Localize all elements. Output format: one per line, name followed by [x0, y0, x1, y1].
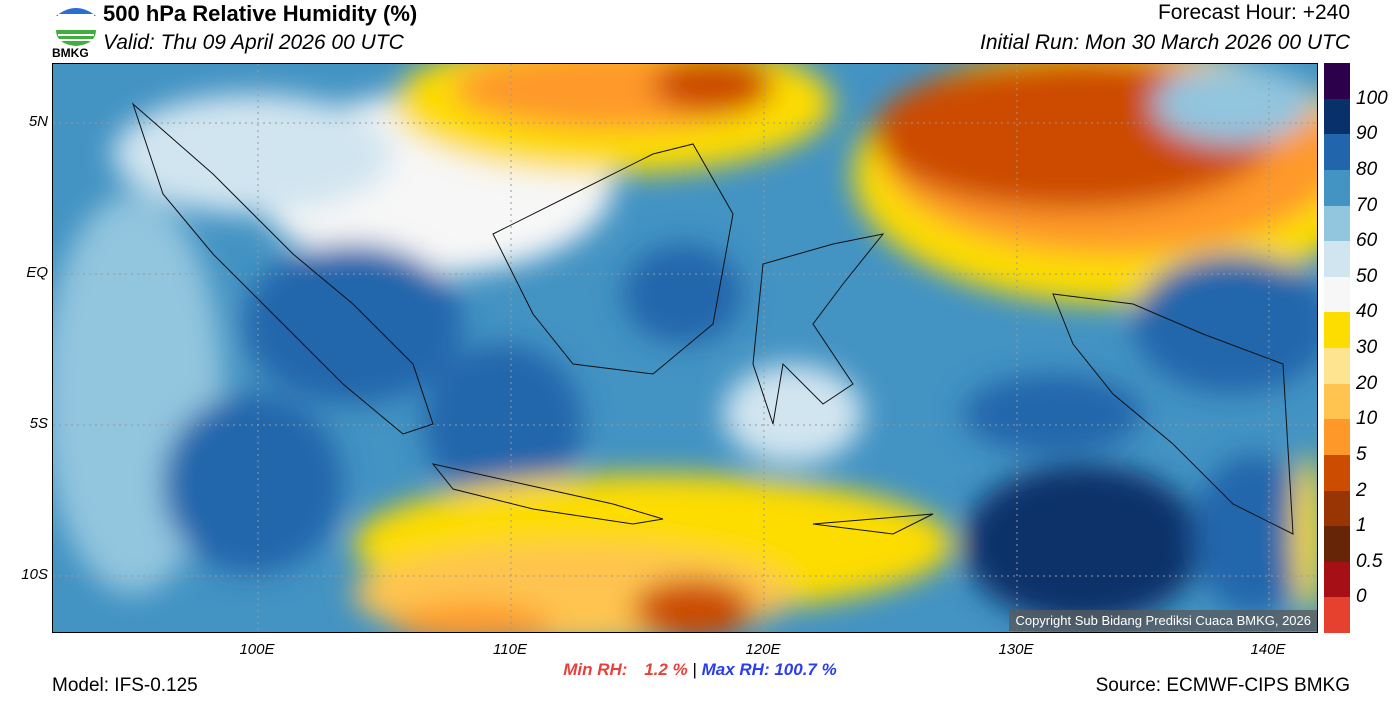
model-label: Model: IFS-0.125	[52, 675, 198, 696]
min-max-rh: Min RH: 1.2 % | Max RH: 100.7 %	[0, 660, 1400, 680]
colorbar-segment	[1324, 312, 1350, 348]
colorbar-segment	[1324, 526, 1350, 562]
colorbar-segment	[1324, 454, 1350, 491]
min-rh-label: Min RH:	[563, 660, 628, 679]
map-title: 500 hPa Relative Humidity (%)	[103, 1, 418, 26]
copyright: Copyright Sub Bidang Prediksi Cuaca BMKG…	[1009, 610, 1317, 631]
colorbar-segment	[1324, 490, 1350, 527]
max-rh-label: Max RH:	[701, 660, 770, 679]
colorbar-segment	[1324, 241, 1350, 277]
valid-time: Valid: Thu 09 April 2026 00 UTC	[103, 31, 404, 54]
max-rh-value: 100.7 %	[774, 660, 837, 679]
colorbar-label: 100	[1356, 87, 1388, 109]
min-rh-value: 1.2 %	[644, 660, 688, 679]
forecast-hour: Forecast Hour: +240	[1157, 1, 1350, 24]
coastline-java	[431, 463, 664, 525]
colorbar-label: 40	[1356, 301, 1378, 323]
colorbar-segment	[1324, 348, 1350, 384]
lat-label: 5N	[28, 113, 48, 130]
colorbar-label: 1	[1356, 515, 1367, 537]
colorbar-label: 30	[1356, 337, 1378, 358]
colorbar-label: 80	[1356, 158, 1378, 180]
colorbar-segment	[1324, 134, 1350, 170]
colorbar-label: 10	[1356, 408, 1378, 430]
lat-label: 5S	[29, 415, 48, 432]
lon-label: 100E	[239, 641, 275, 658]
colorbar-label: 90	[1356, 123, 1378, 145]
colorbar-label: 0	[1356, 586, 1367, 608]
colorbar-label: 60	[1356, 230, 1378, 252]
lon-label: 130E	[998, 641, 1034, 658]
colorbar-segment	[1324, 383, 1350, 420]
lon-label: 110E	[493, 641, 527, 658]
logo-text: BMKG	[52, 46, 89, 60]
lat-label: 10S	[21, 566, 48, 583]
colorbar-segment	[1324, 98, 1350, 135]
coastline-borneo	[492, 143, 734, 375]
lat-label: EQ	[26, 264, 48, 281]
coastline-timor	[812, 513, 934, 535]
colorbar	[1324, 63, 1350, 633]
source-label: Source: ECMWF-CIPS BMKG	[1095, 675, 1350, 696]
colorbar-segment	[1324, 276, 1350, 313]
separator: |	[692, 660, 697, 679]
colorbar-label: 20	[1356, 372, 1378, 394]
colorbar-segment	[1324, 205, 1350, 242]
initial-run: Initial Run: Mon 30 March 2026 00 UTC	[979, 31, 1350, 54]
bmkg-logo: BMKG	[52, 2, 100, 60]
colorbar-label: 70	[1356, 194, 1378, 216]
colorbar-segment	[1324, 63, 1350, 99]
colorbar-label: 0.5	[1356, 550, 1383, 572]
coastline-sumatra	[131, 102, 434, 435]
colorbar-label: 5	[1356, 443, 1367, 465]
coastline-sulawesi	[752, 233, 885, 425]
colorbar-label: 2	[1356, 479, 1367, 501]
lon-label: 140E	[1250, 641, 1286, 658]
humidity-map: Copyright Sub Bidang Prediksi Cuaca BMKG…	[52, 63, 1318, 633]
colorbar-segment	[1324, 561, 1350, 598]
colorbar-label: 50	[1356, 265, 1378, 287]
colorbar-segment	[1324, 169, 1350, 206]
lon-label: 120E	[745, 641, 781, 658]
colorbar-segment	[1324, 597, 1350, 633]
coastline-papua	[1052, 293, 1294, 535]
colorbar-segment	[1324, 419, 1350, 455]
